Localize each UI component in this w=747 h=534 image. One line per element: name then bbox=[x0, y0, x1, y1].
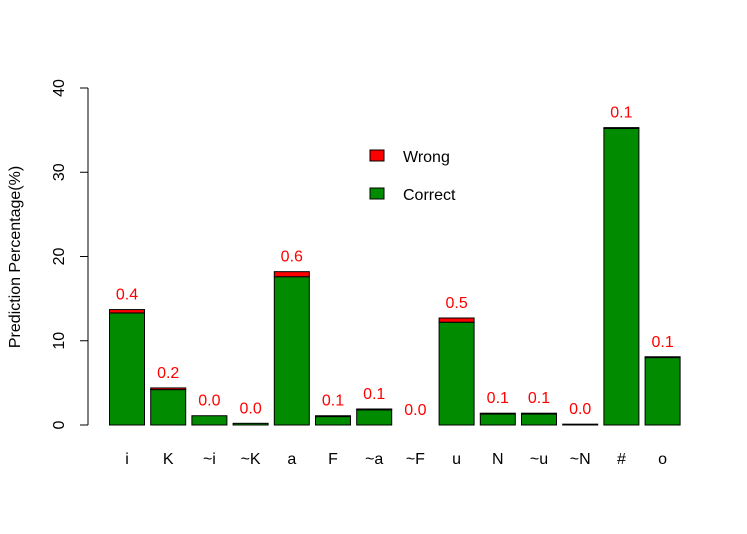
bar-correct bbox=[644, 357, 681, 426]
data-label: 0.1 bbox=[651, 334, 673, 351]
legend-label: Wrong bbox=[403, 149, 450, 166]
data-label: 0.0 bbox=[239, 400, 261, 417]
y-axis-label: Prediction Percentage(%) bbox=[7, 166, 24, 348]
x-tick-label: ~K bbox=[241, 451, 261, 468]
x-tick-label: F bbox=[328, 451, 338, 468]
y-tick-label: 30 bbox=[51, 163, 68, 181]
y-tick-label: 0 bbox=[51, 420, 68, 429]
bar-correct bbox=[438, 321, 475, 426]
data-label: 0.1 bbox=[528, 390, 550, 407]
data-label: 0.0 bbox=[404, 402, 426, 419]
x-tick-label: u bbox=[452, 451, 461, 468]
data-label: 0.1 bbox=[363, 386, 385, 403]
x-tick-label: ~u bbox=[530, 451, 548, 468]
bar-correct bbox=[191, 415, 228, 426]
bar-wrong bbox=[315, 415, 351, 418]
x-tick-label: ~F bbox=[406, 451, 425, 468]
y-tick-label: 40 bbox=[51, 79, 68, 97]
x-tick-label: K bbox=[163, 451, 174, 468]
bar-correct bbox=[150, 389, 187, 426]
data-label: 0.1 bbox=[322, 393, 344, 410]
bar-correct bbox=[562, 423, 599, 426]
bar-correct bbox=[603, 127, 640, 426]
bar-correct bbox=[356, 409, 393, 426]
bar-correct bbox=[315, 416, 351, 426]
bar-wrong bbox=[521, 412, 557, 415]
x-tick-label: # bbox=[617, 451, 626, 468]
bar-correct bbox=[232, 422, 269, 426]
data-label: 0.6 bbox=[281, 249, 303, 266]
x-tick-label: i bbox=[125, 451, 129, 468]
data-label: 0.1 bbox=[610, 105, 632, 122]
x-tick-label: a bbox=[287, 451, 296, 468]
bar-correct bbox=[109, 312, 145, 426]
bar-wrong bbox=[109, 309, 145, 314]
bar-wrong bbox=[150, 387, 187, 391]
data-label: 0.4 bbox=[116, 287, 138, 304]
bar-wrong bbox=[603, 127, 640, 129]
legend-label: Correct bbox=[403, 187, 456, 204]
data-labels: 0.4 0.2 0.0 0.0 0.6 0.1 0.1 0.0 0.5 0.1 0.1 0.0 0.1 0… bbox=[116, 105, 674, 419]
bar-correct bbox=[521, 413, 557, 426]
legend-swatch bbox=[369, 149, 385, 162]
bar-correct bbox=[273, 276, 310, 426]
y-tick-label: 20 bbox=[51, 248, 68, 266]
x-tick-label: ~a bbox=[365, 451, 383, 468]
x-tick-label: ~N bbox=[570, 451, 591, 468]
legend-swatch bbox=[369, 187, 385, 200]
bar-wrong bbox=[438, 317, 475, 323]
data-label: 0.1 bbox=[487, 390, 509, 407]
data-label: 0.2 bbox=[157, 365, 179, 382]
y-axis: 0 10 20 30 40 bbox=[51, 79, 89, 429]
bar-correct bbox=[479, 413, 516, 426]
data-label: 0.0 bbox=[198, 393, 220, 410]
bar-wrong bbox=[644, 356, 681, 359]
y-tick-label: 10 bbox=[51, 332, 68, 350]
x-tick-label: o bbox=[658, 451, 667, 468]
bars bbox=[109, 127, 681, 426]
data-label: 0.5 bbox=[445, 295, 467, 312]
x-tick-label: ~i bbox=[203, 451, 216, 468]
x-tick-labels: i K ~i ~K a F ~a ~F u N ~u ~N # o bbox=[125, 451, 667, 468]
x-tick-label: N bbox=[492, 451, 504, 468]
legend: Wrong Correct bbox=[369, 149, 456, 204]
bar-wrong bbox=[479, 412, 516, 415]
data-label: 0.0 bbox=[569, 401, 591, 418]
bar-wrong bbox=[356, 408, 393, 411]
bar-wrong bbox=[273, 271, 310, 278]
